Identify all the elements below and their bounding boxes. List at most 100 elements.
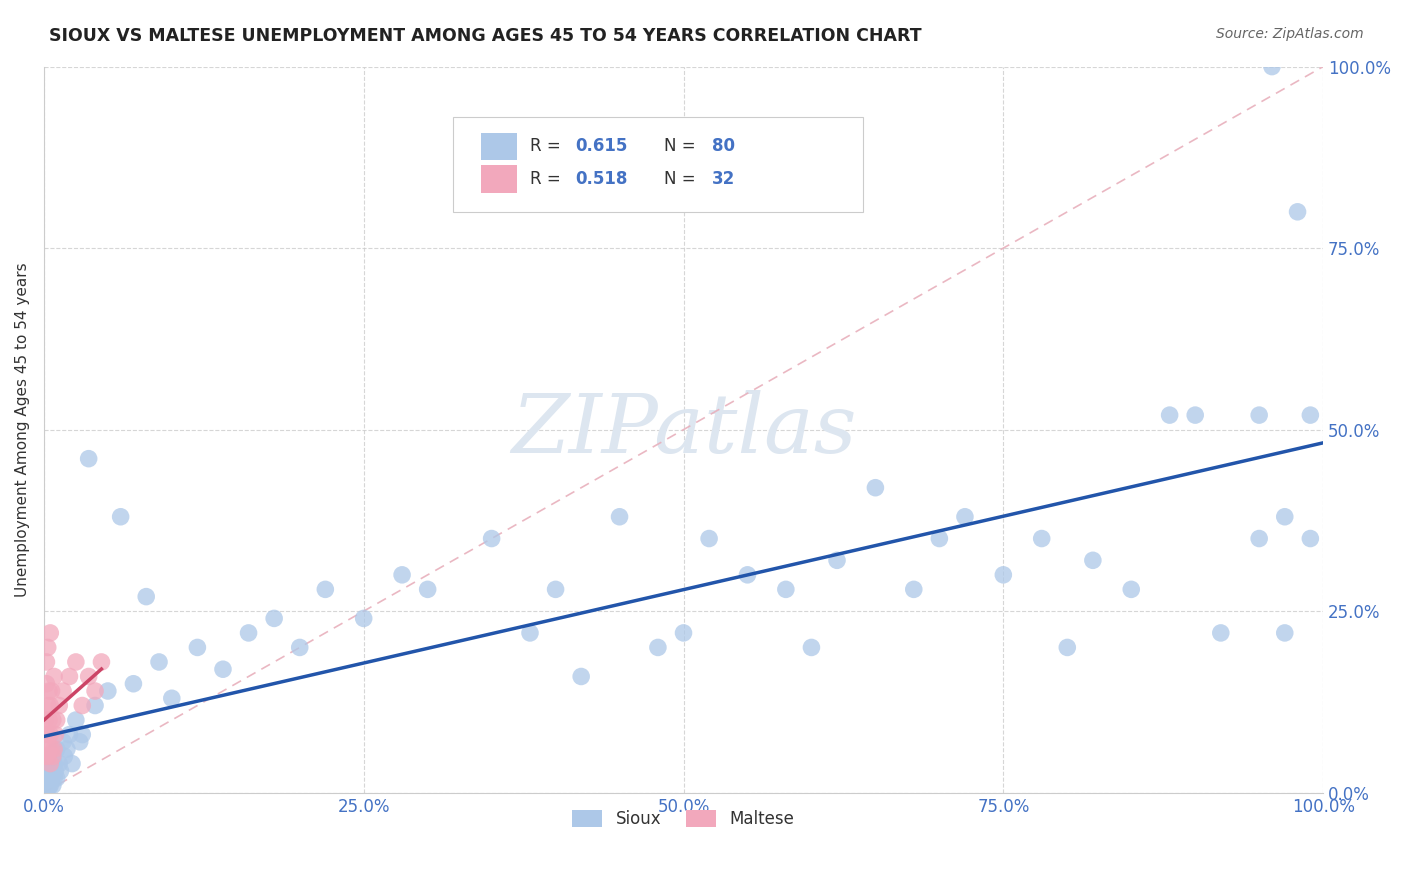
- Point: [48, 756, 70, 771]
- Point: [42, 742, 65, 756]
- Point: [34, 778, 56, 792]
- Point: [1209, 626, 1232, 640]
- Point: [1299, 408, 1322, 422]
- Point: [148, 655, 170, 669]
- Point: [647, 640, 669, 655]
- Point: [42, 669, 65, 683]
- Point: [519, 626, 541, 640]
- Point: [41, 771, 63, 785]
- Point: [481, 532, 503, 546]
- Point: [77, 669, 100, 683]
- Point: [353, 611, 375, 625]
- Point: [42, 749, 65, 764]
- Legend: Sioux, Maltese: Sioux, Maltese: [565, 804, 801, 835]
- Point: [288, 640, 311, 655]
- Point: [38, 767, 60, 781]
- Point: [39, 756, 62, 771]
- Point: [39, 778, 62, 792]
- FancyBboxPatch shape: [481, 165, 517, 193]
- Point: [42, 778, 65, 792]
- Point: [1159, 408, 1181, 422]
- Point: [84, 684, 107, 698]
- Point: [672, 626, 695, 640]
- Point: [38, 684, 60, 698]
- Point: [39, 728, 62, 742]
- Point: [212, 662, 235, 676]
- Point: [697, 532, 720, 546]
- Point: [37, 778, 59, 792]
- Point: [1249, 408, 1271, 422]
- Point: [993, 567, 1015, 582]
- Point: [903, 582, 925, 597]
- Text: SIOUX VS MALTESE UNEMPLOYMENT AMONG AGES 45 TO 54 YEARS CORRELATION CHART: SIOUX VS MALTESE UNEMPLOYMENT AMONG AGES…: [49, 27, 922, 45]
- Point: [953, 509, 976, 524]
- Point: [41, 764, 63, 778]
- Point: [58, 669, 80, 683]
- Point: [37, 774, 59, 789]
- Point: [609, 509, 631, 524]
- Point: [77, 451, 100, 466]
- Y-axis label: Unemployment Among Ages 45 to 54 years: Unemployment Among Ages 45 to 54 years: [15, 262, 30, 597]
- Point: [1261, 60, 1284, 74]
- Point: [263, 611, 285, 625]
- Point: [38, 713, 60, 727]
- Point: [41, 771, 63, 785]
- Point: [42, 749, 65, 764]
- Point: [44, 728, 66, 742]
- Point: [37, 698, 59, 713]
- Point: [41, 742, 63, 756]
- Point: [65, 713, 87, 727]
- Point: [865, 481, 887, 495]
- Point: [1274, 509, 1296, 524]
- Point: [544, 582, 567, 597]
- Point: [39, 698, 62, 713]
- Point: [90, 655, 112, 669]
- Point: [52, 684, 75, 698]
- Point: [45, 742, 67, 756]
- Point: [97, 684, 120, 698]
- Point: [42, 771, 65, 785]
- Point: [1249, 532, 1271, 546]
- Point: [60, 756, 83, 771]
- Point: [928, 532, 950, 546]
- Point: [569, 669, 592, 683]
- Point: [416, 582, 439, 597]
- Point: [1056, 640, 1078, 655]
- Point: [72, 698, 94, 713]
- Point: [37, 728, 59, 742]
- Point: [35, 771, 58, 785]
- FancyBboxPatch shape: [481, 133, 517, 161]
- Point: [72, 728, 94, 742]
- Point: [56, 742, 79, 756]
- Point: [1274, 626, 1296, 640]
- Point: [58, 728, 80, 742]
- Point: [38, 742, 60, 756]
- Point: [42, 756, 65, 771]
- Point: [84, 698, 107, 713]
- Point: [42, 713, 65, 727]
- Point: [39, 774, 62, 789]
- Point: [1184, 408, 1206, 422]
- Point: [1031, 532, 1053, 546]
- Point: [800, 640, 823, 655]
- Point: [825, 553, 848, 567]
- Point: [37, 640, 59, 655]
- Point: [391, 567, 413, 582]
- Point: [1299, 532, 1322, 546]
- Text: 32: 32: [711, 170, 735, 188]
- Point: [122, 677, 145, 691]
- Point: [35, 782, 58, 797]
- Point: [65, 655, 87, 669]
- Point: [1081, 553, 1104, 567]
- Text: ZIPatlas: ZIPatlas: [510, 390, 856, 469]
- Point: [49, 764, 72, 778]
- Point: [1286, 204, 1309, 219]
- Point: [314, 582, 336, 597]
- Point: [1121, 582, 1143, 597]
- Point: [186, 640, 208, 655]
- Point: [35, 655, 58, 669]
- FancyBboxPatch shape: [453, 118, 863, 211]
- Text: N =: N =: [664, 170, 702, 188]
- Text: 0.518: 0.518: [575, 170, 627, 188]
- Point: [34, 749, 56, 764]
